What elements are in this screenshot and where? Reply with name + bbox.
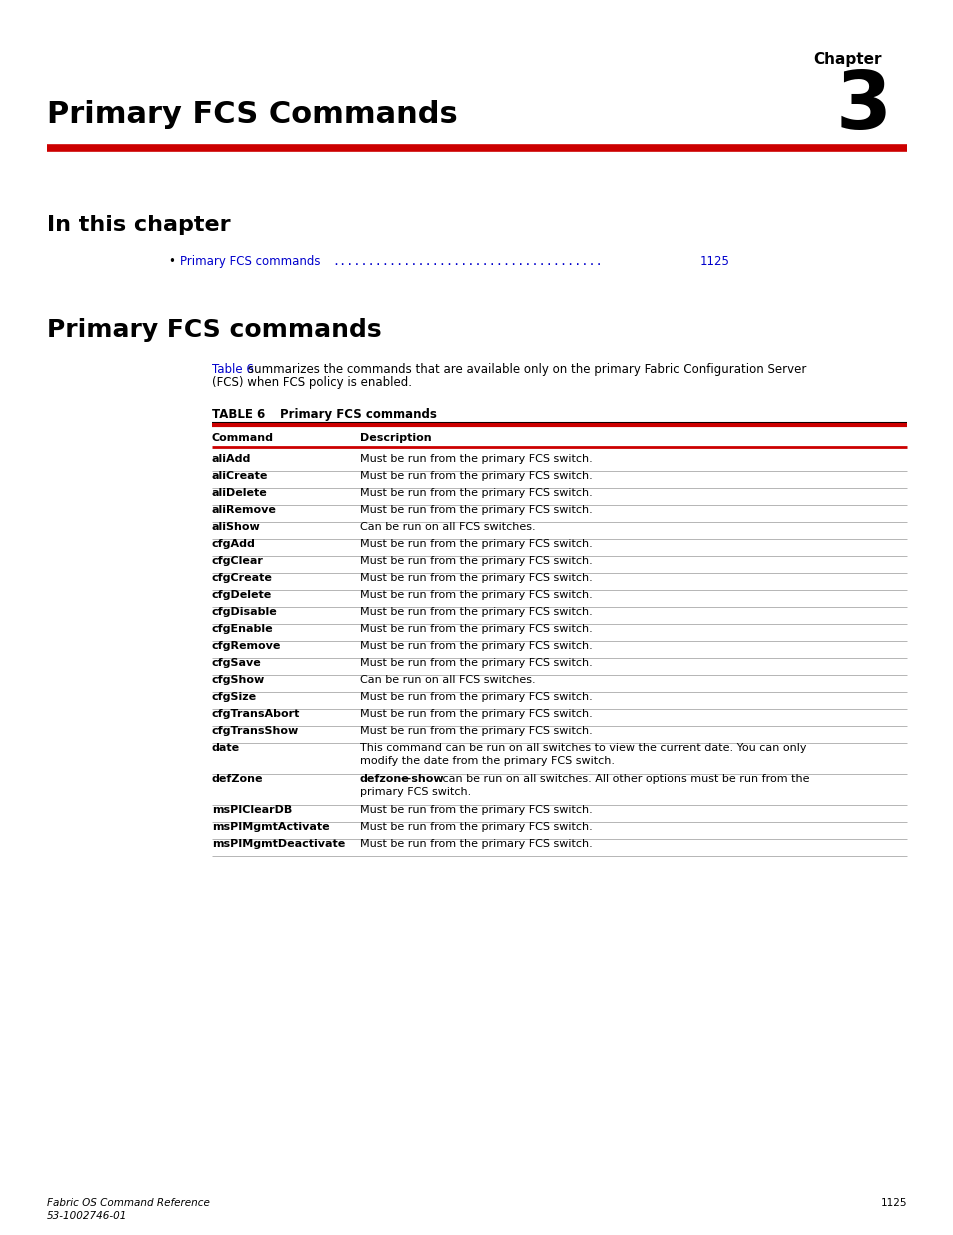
Text: Command: Command bbox=[212, 433, 274, 443]
Text: •: • bbox=[168, 254, 174, 268]
Text: Table 6: Table 6 bbox=[212, 363, 253, 375]
Text: Must be run from the primary FCS switch.: Must be run from the primary FCS switch. bbox=[359, 573, 592, 583]
Text: primary FCS switch.: primary FCS switch. bbox=[359, 787, 471, 797]
Text: msPIClearDB: msPIClearDB bbox=[212, 805, 292, 815]
Text: Must be run from the primary FCS switch.: Must be run from the primary FCS switch. bbox=[359, 839, 592, 848]
Text: Must be run from the primary FCS switch.: Must be run from the primary FCS switch. bbox=[359, 823, 592, 832]
Text: Primary FCS commands: Primary FCS commands bbox=[47, 317, 381, 342]
Text: Primary FCS commands: Primary FCS commands bbox=[180, 254, 320, 268]
Text: Must be run from the primary FCS switch.: Must be run from the primary FCS switch. bbox=[359, 538, 592, 550]
Text: In this chapter: In this chapter bbox=[47, 215, 231, 235]
Text: (FCS) when FCS policy is enabled.: (FCS) when FCS policy is enabled. bbox=[212, 375, 412, 389]
Text: cfgEnable: cfgEnable bbox=[212, 624, 274, 634]
Text: aliCreate: aliCreate bbox=[212, 471, 268, 480]
Text: ......................................: ...................................... bbox=[332, 254, 602, 268]
Text: cfgDelete: cfgDelete bbox=[212, 590, 272, 600]
Text: Must be run from the primary FCS switch.: Must be run from the primary FCS switch. bbox=[359, 658, 592, 668]
Text: Must be run from the primary FCS switch.: Must be run from the primary FCS switch. bbox=[359, 709, 592, 719]
Text: Can be run on all FCS switches.: Can be run on all FCS switches. bbox=[359, 522, 535, 532]
Text: date: date bbox=[212, 743, 240, 753]
Text: This command can be run on all switches to view the current date. You can only: This command can be run on all switches … bbox=[359, 743, 805, 753]
Text: cfgTransShow: cfgTransShow bbox=[212, 726, 299, 736]
Text: Description: Description bbox=[359, 433, 431, 443]
Text: cfgCreate: cfgCreate bbox=[212, 573, 273, 583]
Text: ––show: ––show bbox=[399, 774, 443, 784]
Text: summarizes the commands that are available only on the primary Fabric Configurat: summarizes the commands that are availab… bbox=[248, 363, 805, 375]
Text: cfgAdd: cfgAdd bbox=[212, 538, 255, 550]
Text: msPIMgmtActivate: msPIMgmtActivate bbox=[212, 823, 330, 832]
Text: cfgRemove: cfgRemove bbox=[212, 641, 281, 651]
Text: Must be run from the primary FCS switch.: Must be run from the primary FCS switch. bbox=[359, 505, 592, 515]
Text: 3: 3 bbox=[835, 68, 891, 146]
Text: Must be run from the primary FCS switch.: Must be run from the primary FCS switch. bbox=[359, 488, 592, 498]
Text: Must be run from the primary FCS switch.: Must be run from the primary FCS switch. bbox=[359, 692, 592, 701]
Text: cfgDisable: cfgDisable bbox=[212, 606, 277, 618]
Text: aliRemove: aliRemove bbox=[212, 505, 276, 515]
Text: Can be run on all FCS switches.: Can be run on all FCS switches. bbox=[359, 676, 535, 685]
Text: 53-1002746-01: 53-1002746-01 bbox=[47, 1212, 128, 1221]
Text: Must be run from the primary FCS switch.: Must be run from the primary FCS switch. bbox=[359, 454, 592, 464]
Text: cfgClear: cfgClear bbox=[212, 556, 264, 566]
Text: Must be run from the primary FCS switch.: Must be run from the primary FCS switch. bbox=[359, 805, 592, 815]
Text: cfgShow: cfgShow bbox=[212, 676, 265, 685]
Text: defZone: defZone bbox=[212, 774, 263, 784]
Text: TABLE 6: TABLE 6 bbox=[212, 408, 265, 421]
Text: defzone: defzone bbox=[359, 774, 410, 784]
Text: msPIMgmtDeactivate: msPIMgmtDeactivate bbox=[212, 839, 345, 848]
Text: can be run on all switches. All other options must be run from the: can be run on all switches. All other op… bbox=[438, 774, 809, 784]
Text: aliShow: aliShow bbox=[212, 522, 260, 532]
Text: Must be run from the primary FCS switch.: Must be run from the primary FCS switch. bbox=[359, 641, 592, 651]
Text: Must be run from the primary FCS switch.: Must be run from the primary FCS switch. bbox=[359, 556, 592, 566]
Text: modify the date from the primary FCS switch.: modify the date from the primary FCS swi… bbox=[359, 756, 615, 766]
Text: Must be run from the primary FCS switch.: Must be run from the primary FCS switch. bbox=[359, 590, 592, 600]
Text: cfgSave: cfgSave bbox=[212, 658, 261, 668]
Text: Primary FCS commands: Primary FCS commands bbox=[280, 408, 436, 421]
Text: Fabric OS Command Reference: Fabric OS Command Reference bbox=[47, 1198, 210, 1208]
Text: Must be run from the primary FCS switch.: Must be run from the primary FCS switch. bbox=[359, 471, 592, 480]
Text: Primary FCS Commands: Primary FCS Commands bbox=[47, 100, 457, 128]
Text: Must be run from the primary FCS switch.: Must be run from the primary FCS switch. bbox=[359, 606, 592, 618]
Text: Must be run from the primary FCS switch.: Must be run from the primary FCS switch. bbox=[359, 726, 592, 736]
Text: cfgTransAbort: cfgTransAbort bbox=[212, 709, 300, 719]
Text: Chapter: Chapter bbox=[812, 52, 881, 67]
Text: cfgSize: cfgSize bbox=[212, 692, 257, 701]
Text: Must be run from the primary FCS switch.: Must be run from the primary FCS switch. bbox=[359, 624, 592, 634]
Text: aliDelete: aliDelete bbox=[212, 488, 268, 498]
Text: 1125: 1125 bbox=[880, 1198, 906, 1208]
Text: aliAdd: aliAdd bbox=[212, 454, 251, 464]
Text: 1125: 1125 bbox=[700, 254, 729, 268]
